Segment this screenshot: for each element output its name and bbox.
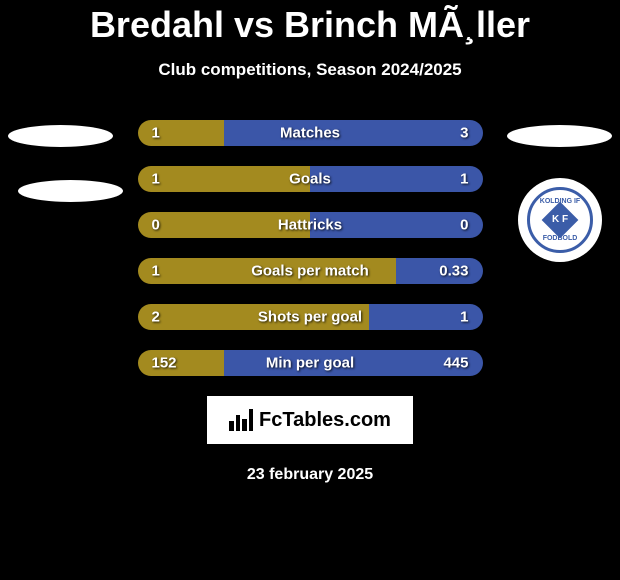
stat-row: 2 1 Shots per goal (138, 304, 483, 330)
stat-value-left: 2 (152, 309, 160, 326)
stat-row: 1 0.33 Goals per match (138, 258, 483, 284)
stat-row: 152 445 Min per goal (138, 350, 483, 376)
stat-row: 1 1 Goals (138, 166, 483, 192)
stat-label: Goals per match (251, 263, 369, 280)
chart-bars-icon (229, 409, 253, 431)
stat-bar-right (310, 166, 483, 192)
stat-value-left: 1 (152, 263, 160, 280)
stat-label: Min per goal (266, 355, 354, 372)
stat-value-right: 1 (460, 309, 468, 326)
stat-row: 0 0 Hattricks (138, 212, 483, 238)
infographic-container: Bredahl vs Brinch MÃ¸ller Club competiti… (0, 0, 620, 580)
stat-value-left: 0 (152, 217, 160, 234)
stat-value-left: 1 (152, 125, 160, 142)
page-title: Bredahl vs Brinch MÃ¸ller (0, 4, 620, 46)
stat-bar-left (138, 350, 224, 376)
stat-bar-right (224, 120, 483, 146)
stat-label: Hattricks (278, 217, 342, 234)
stat-value-right: 1 (460, 171, 468, 188)
stat-label: Shots per goal (258, 309, 362, 326)
date-text: 23 february 2025 (0, 466, 620, 484)
page-subtitle: Club competitions, Season 2024/2025 (0, 60, 620, 80)
watermark-text: FcTables.com (259, 409, 391, 432)
stat-bar-left (138, 120, 224, 146)
stat-value-right: 0.33 (439, 263, 468, 280)
watermark: FcTables.com (207, 396, 413, 444)
stat-value-right: 445 (443, 355, 468, 372)
stat-value-right: 0 (460, 217, 468, 234)
stat-label: Matches (280, 125, 340, 142)
stat-value-left: 1 (152, 171, 160, 188)
stat-bar-left (138, 166, 311, 192)
stat-value-right: 3 (460, 125, 468, 142)
stat-row: 1 3 Matches (138, 120, 483, 146)
stats-area: 1 3 Matches 1 1 Goals 0 0 Hattricks 1 0.33 Goals pe… (0, 120, 620, 376)
stat-label: Goals (289, 171, 331, 188)
stat-value-left: 152 (152, 355, 177, 372)
